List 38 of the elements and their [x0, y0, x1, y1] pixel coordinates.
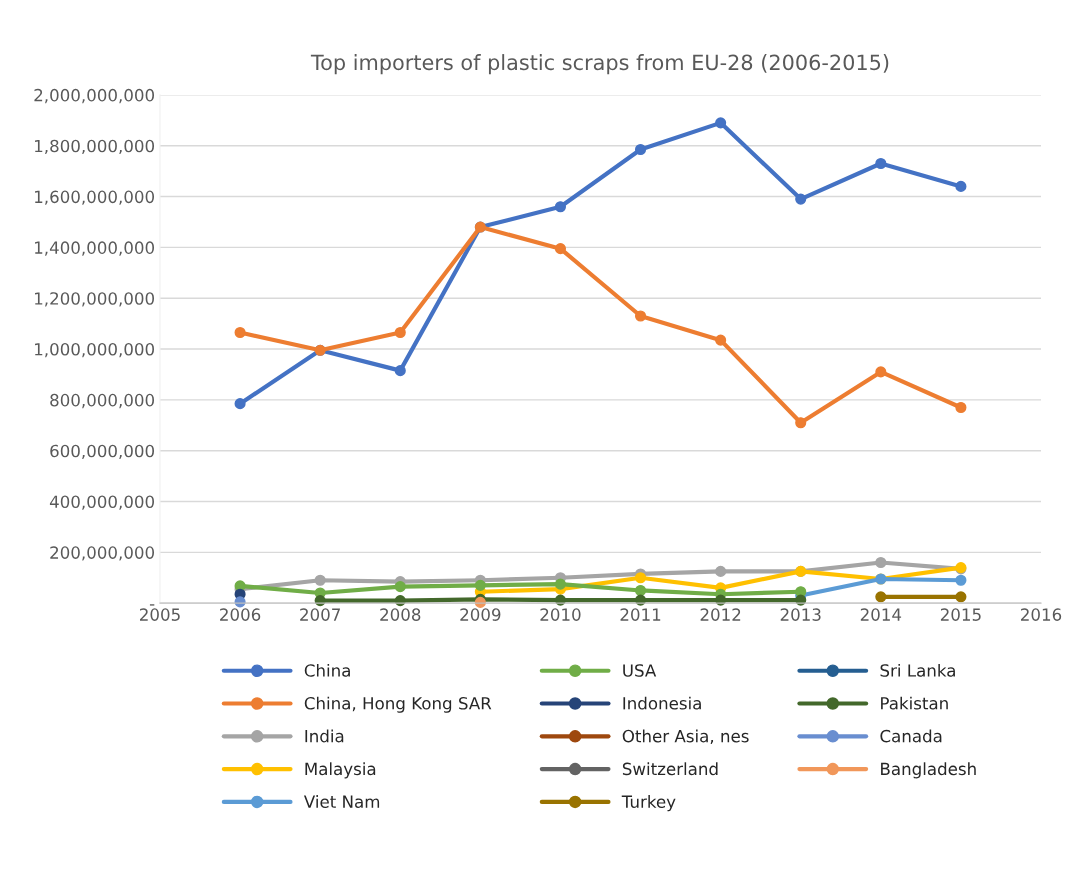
y-tick-label: 1,400,000,000	[35, 241, 155, 256]
y-tick-label: -	[149, 604, 155, 606]
y-tick-label: 1,000,000,000	[35, 343, 155, 358]
x-tick-label: 2009	[460, 608, 501, 621]
y-tick-label: 1,800,000,000	[35, 139, 155, 154]
legend-label: Malaysia	[305, 762, 376, 779]
x-tick-label: 2013	[780, 608, 821, 621]
legend-label: Viet Nam	[303, 795, 380, 808]
y-tick-label: 200,000,000	[50, 546, 155, 561]
y-tick-label: 800,000,000	[50, 393, 155, 409]
legend-label: Sri Lanka	[880, 663, 955, 677]
y-tick-label: 1,200,000,000	[35, 292, 155, 307]
x-tick-label: 2012	[700, 608, 741, 621]
legend-label: China	[304, 663, 350, 677]
y-tick-label: 2,000,000,000	[34, 88, 155, 104]
y-tick-label: 600,000,000	[50, 444, 155, 459]
legend-label: Other Asia, nes	[622, 729, 749, 745]
legend-label: India	[305, 729, 344, 743]
legend-label: USA	[623, 664, 657, 677]
legend-label: Pakistan	[881, 696, 948, 710]
x-tick-label: 2006	[220, 608, 261, 621]
x-tick-label: 2015	[940, 608, 981, 621]
x-tick-label: 2016	[1021, 608, 1062, 621]
x-tick-label: 2005	[140, 608, 180, 621]
y-tick-label: 400,000,000	[49, 495, 155, 510]
legend-label: Bangladesh	[881, 762, 976, 779]
x-tick-label: 2011	[620, 608, 661, 621]
x-tick-label: 2008	[380, 608, 421, 621]
x-tick-label: 2014	[860, 608, 902, 621]
legend-label: Turkey	[621, 795, 676, 812]
x-tick-label: 2010	[540, 608, 581, 621]
legend-label: China, Hong Kong SAR	[304, 696, 492, 713]
legend-label: Indonesia	[623, 696, 701, 710]
legend-label: Canada	[880, 729, 942, 743]
y-tick-label: 1,600,000,000	[35, 190, 155, 205]
chart-title: Top importers of plastic scraps from EU-28 (2006-2015)	[310, 54, 889, 75]
legend-label: Switzerland	[622, 762, 718, 776]
x-tick-label: 2007	[300, 608, 340, 621]
